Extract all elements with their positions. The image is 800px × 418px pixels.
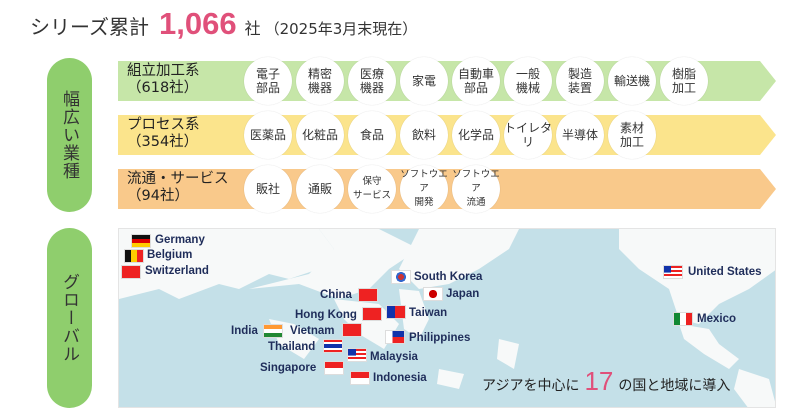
country-label-philippines: Philippines <box>409 332 471 344</box>
mexico-flag-icon <box>673 312 693 326</box>
industry-item: 素材 加工 <box>608 111 656 159</box>
industry-item: 自動車 部品 <box>452 57 500 105</box>
country-label-united-states: United States <box>688 266 762 278</box>
summary-after: の国と地域に導入 <box>618 378 731 394</box>
global-section-text: グローバル <box>59 273 79 363</box>
industry-item: 保守 サービス <box>348 165 396 213</box>
belgium-flag-icon <box>124 249 144 263</box>
indonesia-flag-icon <box>350 371 370 385</box>
industry-item: 半導体 <box>556 111 604 159</box>
page-title: シリーズ累計 1,066 社 （2025年3月末現在） <box>30 6 417 42</box>
united-states-flag-icon <box>663 265 683 279</box>
industry-section-text: 幅広い業種 <box>59 90 79 180</box>
date-note: （2025年3月末現在） <box>264 20 418 38</box>
industry-item: 化粧品 <box>296 111 344 159</box>
industry-item: 販社 <box>244 165 292 213</box>
country-label-malaysia: Malaysia <box>370 351 418 363</box>
industry-item: 飲料 <box>400 111 448 159</box>
industry-item: 製造 装置 <box>556 57 604 105</box>
row-arrow <box>760 169 776 209</box>
industry-item: 通販 <box>296 165 344 213</box>
industry-item: 樹脂 加工 <box>660 57 708 105</box>
industry-item: 精密 機器 <box>296 57 344 105</box>
thailand-flag-icon <box>323 339 343 353</box>
switzerland-flag-icon <box>121 265 141 279</box>
india-flag-icon <box>263 324 283 338</box>
philippines-flag-icon <box>385 330 405 344</box>
industry-item: 家電 <box>400 57 448 105</box>
industry-item: ソフトウエア 開発 <box>400 165 448 213</box>
industry-row-service: 流通・サービス （94社） 販社 通販 保守 サービス ソフトウエア 開発 ソフトウエア … <box>118 165 778 213</box>
industry-section-label: 幅広い業種 <box>47 58 92 212</box>
japan-flag-icon <box>423 287 443 301</box>
industry-category-label: 組立加工系 （618社） <box>127 63 200 96</box>
malaysia-flag-icon <box>347 348 367 362</box>
country-label-china: China <box>320 289 352 301</box>
country-label-switzerland: Switzerland <box>145 265 209 277</box>
industry-item: 食品 <box>348 111 396 159</box>
world-map <box>118 228 776 408</box>
industry-item: トイレタリ <box>504 111 552 159</box>
country-label-japan: Japan <box>446 288 480 300</box>
taiwan-flag-icon <box>386 305 406 319</box>
country-label-germany: Germany <box>155 234 205 246</box>
industry-item: 電子 部品 <box>244 57 292 105</box>
industry-item: 一般 機械 <box>504 57 552 105</box>
south-korea-flag-icon <box>391 270 411 284</box>
country-label-thailand: Thailand <box>268 341 316 353</box>
industry-item: ソフトウエア 流通 <box>452 165 500 213</box>
country-label-south-korea: South Korea <box>414 271 483 283</box>
china-flag-icon <box>358 288 378 302</box>
industry-category-label: プロセス系 （354社） <box>127 117 200 150</box>
total-count: 1,066 <box>159 6 237 41</box>
map-land <box>119 229 775 407</box>
country-label-vietnam: Vietnam <box>290 325 335 337</box>
global-section-label: グローバル <box>47 228 92 408</box>
count-unit: 社 <box>244 19 261 38</box>
industry-item: 輸送機 <box>608 57 656 105</box>
title-prefix: シリーズ累計 <box>30 15 149 39</box>
industry-item: 医薬品 <box>244 111 292 159</box>
vietnam-flag-icon <box>342 323 362 337</box>
singapore-flag-icon <box>324 361 344 375</box>
germany-flag-icon <box>131 234 151 248</box>
country-label-belgium: Belgium <box>147 249 193 261</box>
country-label-singapore: Singapore <box>260 362 317 374</box>
hong-kong-flag-icon <box>362 307 382 321</box>
summary-before: アジアを中心に <box>482 378 580 394</box>
country-count: 17 <box>584 366 614 396</box>
country-label-india: India <box>231 325 258 337</box>
country-label-hong-kong: Hong Kong <box>295 309 357 321</box>
summary-text: アジアを中心に 17 の国と地域に導入 <box>482 366 730 397</box>
country-label-taiwan: Taiwan <box>409 307 448 319</box>
industry-row-process: プロセス系 （354社） 医薬品 化粧品 食品 飲料 化学品 トイレタリ 半導体 素材 加工 <box>118 111 778 159</box>
row-arrow <box>760 61 776 101</box>
country-label-mexico: Mexico <box>697 313 736 325</box>
industry-item: 医療 機器 <box>348 57 396 105</box>
country-label-indonesia: Indonesia <box>373 372 427 384</box>
industry-row-assembly: 組立加工系 （618社） 電子 部品 精密 機器 医療 機器 家電 自動車 部品 一般 機械… <box>118 57 778 105</box>
industry-item: 化学品 <box>452 111 500 159</box>
row-arrow <box>760 115 776 155</box>
industry-category-label: 流通・サービス （94社） <box>127 171 229 204</box>
